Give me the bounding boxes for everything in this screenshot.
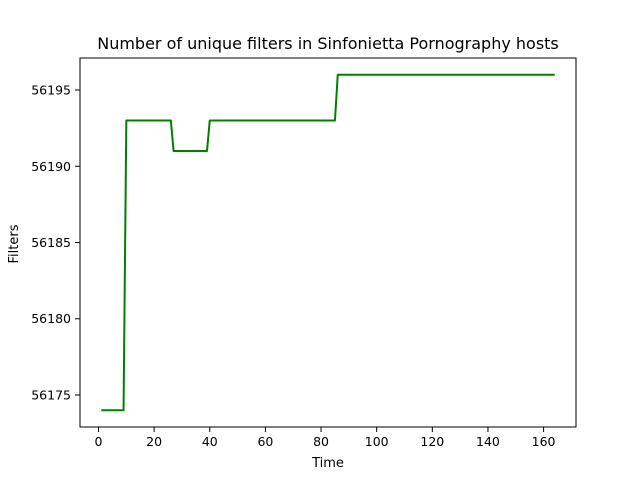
plot-area: 0 20 40 60 80 100 120 140 160 56175 56180 56185 5619… [31,57,577,449]
y-tick-label: 56195 [31,83,71,98]
chart-title: Number of unique filters in Sinfonietta … [97,34,559,53]
x-tick-label: 20 [146,434,162,449]
x-tick-label: 40 [202,434,218,449]
x-tick-label: 120 [420,434,444,449]
x-tick-label: 60 [257,434,273,449]
x-tick-label: 0 [95,434,103,449]
series-line-1 [101,73,555,412]
x-tick-label: 160 [532,434,556,449]
x-axis-label: Time [311,456,344,471]
x-tick-label: 140 [476,434,500,449]
y-tick-label: 56190 [31,159,71,174]
x-tick-label: 100 [365,434,389,449]
y-tick-label: 56185 [31,235,71,250]
y-tick-label: 56175 [31,387,71,402]
x-tick-label: 80 [313,434,329,449]
y-tick-label: 56180 [31,311,71,326]
y-axis-label: Filters [7,224,22,263]
